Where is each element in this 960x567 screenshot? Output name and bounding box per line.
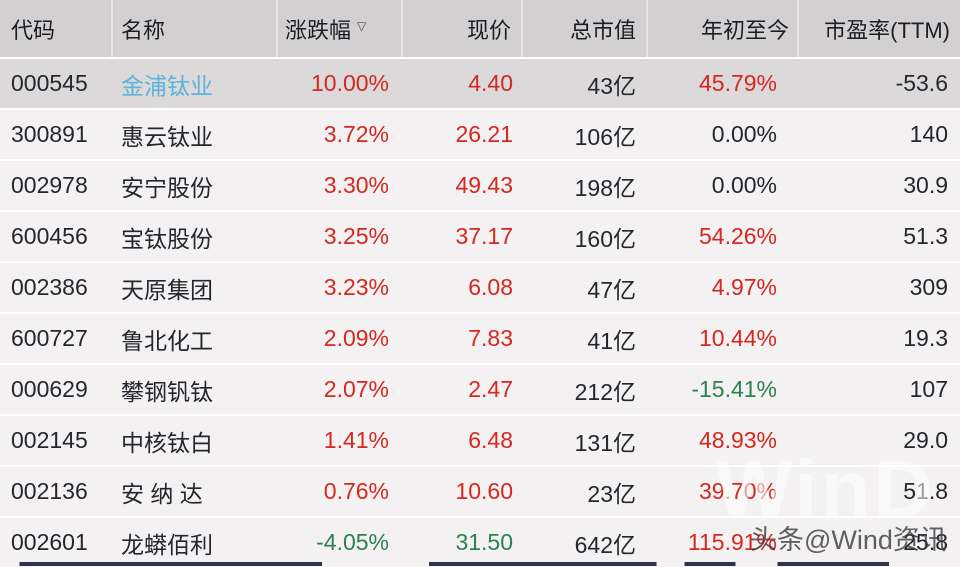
cell-pe: 51.3 xyxy=(903,223,948,249)
cell-mcap: 198亿 xyxy=(574,174,636,201)
column-header-label: 市盈率(TTM) xyxy=(824,17,950,43)
cell-name[interactable]: 金浦钛业 xyxy=(121,72,213,99)
column-header-marketcap[interactable]: 总市值 xyxy=(523,0,648,57)
cell-chg: 3.72% xyxy=(323,121,389,147)
column-header-pe-ttm[interactable]: 市盈率(TTM) xyxy=(799,0,960,57)
column-header-name[interactable]: 名称 xyxy=(113,0,278,57)
cell-name: 天原集团 xyxy=(121,276,213,303)
column-header-ytd[interactable]: 年初至今 xyxy=(648,0,799,57)
cell-price: 6.48 xyxy=(468,427,513,453)
column-header-label: 总市值 xyxy=(569,17,636,43)
table-row[interactable]: 002601 龙蟒佰利 -4.05% 31.50 642亿 115.91% 25.8 xyxy=(0,516,960,567)
cell-name: 宝钛股份 xyxy=(121,225,213,252)
sort-descending-icon[interactable]: ▽ xyxy=(357,18,367,33)
cell-name: 惠云钛业 xyxy=(121,123,213,150)
table-row[interactable]: 000629 攀钢钒钛 2.07% 2.47 212亿 -15.41% 107 xyxy=(0,363,960,414)
cell-ytd: 45.79% xyxy=(698,70,777,96)
cell-pe: -53.6 xyxy=(895,70,948,96)
cell-code: 300891 xyxy=(11,121,88,147)
cell-price: 6.08 xyxy=(468,274,513,300)
cell-chg: 10.00% xyxy=(310,70,389,96)
cutoff-next-row xyxy=(15,562,945,566)
cell-code: 600456 xyxy=(11,223,88,249)
cell-ytd: 10.44% xyxy=(698,325,777,351)
cell-chg: 2.07% xyxy=(323,376,389,402)
cell-mcap: 642亿 xyxy=(574,531,636,558)
table-row[interactable]: 002978 安宁股份 3.30% 49.43 198亿 0.00% 30.9 xyxy=(0,159,960,210)
cell-chg: 3.30% xyxy=(323,172,389,198)
cell-ytd: 4.97% xyxy=(711,274,777,300)
cell-code: 600727 xyxy=(11,325,88,351)
cell-pe: 29.0 xyxy=(903,427,948,453)
column-header-code[interactable]: 代码 xyxy=(0,0,113,57)
cell-mcap: 43亿 xyxy=(587,72,636,99)
cell-code: 002136 xyxy=(11,478,88,504)
cell-code: 000545 xyxy=(11,70,88,96)
cell-price: 10.60 xyxy=(455,478,513,504)
column-header-label: 名称 xyxy=(121,17,166,43)
cell-mcap: 106亿 xyxy=(574,123,636,150)
column-header-price[interactable]: 现价 xyxy=(403,0,523,57)
cell-name: 攀钢钒钛 xyxy=(121,378,213,405)
cell-chg: 3.25% xyxy=(323,223,389,249)
cell-code: 002601 xyxy=(11,529,88,555)
cell-ytd: 39.70% xyxy=(698,478,777,504)
cell-ytd: 0.00% xyxy=(711,172,777,198)
cell-ytd: 48.93% xyxy=(698,427,777,453)
cell-pe: 51.8 xyxy=(903,478,948,504)
cell-pe: 19.3 xyxy=(903,325,948,351)
table-row[interactable]: 002386 天原集团 3.23% 6.08 47亿 4.97% 309 xyxy=(0,261,960,312)
cell-price: 37.17 xyxy=(455,223,513,249)
cell-name: 鲁北化工 xyxy=(121,327,213,354)
cell-chg: 3.23% xyxy=(323,274,389,300)
column-header-label: 涨跌幅 xyxy=(285,17,352,43)
cell-mcap: 212亿 xyxy=(574,378,636,405)
cell-name: 安宁股份 xyxy=(121,174,213,201)
cell-ytd: 0.00% xyxy=(711,121,777,147)
table-body: 000545 金浦钛业 10.00% 4.40 43亿 45.79% -53.6 300891… xyxy=(0,57,960,567)
cell-chg: -4.05% xyxy=(316,529,389,555)
column-header-change[interactable]: 涨跌幅 ▽ xyxy=(278,0,403,57)
cell-pe: 107 xyxy=(909,376,948,402)
cell-price: 26.21 xyxy=(455,121,513,147)
cell-chg: 1.41% xyxy=(323,427,389,453)
cell-mcap: 47亿 xyxy=(587,276,636,303)
cell-chg: 2.09% xyxy=(323,325,389,351)
cell-price: 31.50 xyxy=(455,529,513,555)
cell-name: 龙蟒佰利 xyxy=(121,531,213,558)
cell-ytd: 54.26% xyxy=(698,223,777,249)
cell-chg: 0.76% xyxy=(323,478,389,504)
cell-price: 4.40 xyxy=(468,70,513,96)
table-row[interactable]: 000545 金浦钛业 10.00% 4.40 43亿 45.79% -53.6 xyxy=(0,57,960,108)
cell-code: 002978 xyxy=(11,172,88,198)
cell-code: 002386 xyxy=(11,274,88,300)
cell-ytd: -15.41% xyxy=(691,376,777,402)
cell-ytd: 115.91% xyxy=(687,529,777,555)
cell-price: 2.47 xyxy=(468,376,513,402)
cell-mcap: 160亿 xyxy=(574,225,636,252)
cell-price: 49.43 xyxy=(455,172,513,198)
cell-name: 安 纳 达 xyxy=(121,480,203,507)
column-header-label: 代码 xyxy=(11,17,56,43)
table-header: 代码 名称 涨跌幅 ▽ 现价 总市值 年初至今 市盈率(TTM) xyxy=(0,0,960,57)
table-row[interactable]: 600727 鲁北化工 2.09% 7.83 41亿 10.44% 19.3 xyxy=(0,312,960,363)
cell-code: 002145 xyxy=(11,427,88,453)
table-row[interactable]: 002145 中核钛白 1.41% 6.48 131亿 48.93% 29.0 xyxy=(0,414,960,465)
cell-name: 中核钛白 xyxy=(121,429,213,456)
cell-pe: 140 xyxy=(909,121,948,147)
cell-mcap: 41亿 xyxy=(587,327,636,354)
cell-pe: 309 xyxy=(909,274,948,300)
cell-mcap: 23亿 xyxy=(587,480,636,507)
cell-code: 000629 xyxy=(11,376,88,402)
table-row[interactable]: 002136 安 纳 达 0.76% 10.60 23亿 39.70% 51.8 xyxy=(0,465,960,516)
column-header-label: 现价 xyxy=(466,17,511,43)
cell-price: 7.83 xyxy=(468,325,513,351)
cell-pe: 25.8 xyxy=(903,529,948,555)
column-header-label: 年初至今 xyxy=(700,17,789,43)
cell-mcap: 131亿 xyxy=(574,429,636,456)
cell-pe: 30.9 xyxy=(903,172,948,198)
table-row[interactable]: 300891 惠云钛业 3.72% 26.21 106亿 0.00% 140 xyxy=(0,108,960,159)
table-row[interactable]: 600456 宝钛股份 3.25% 37.17 160亿 54.26% 51.3 xyxy=(0,210,960,261)
